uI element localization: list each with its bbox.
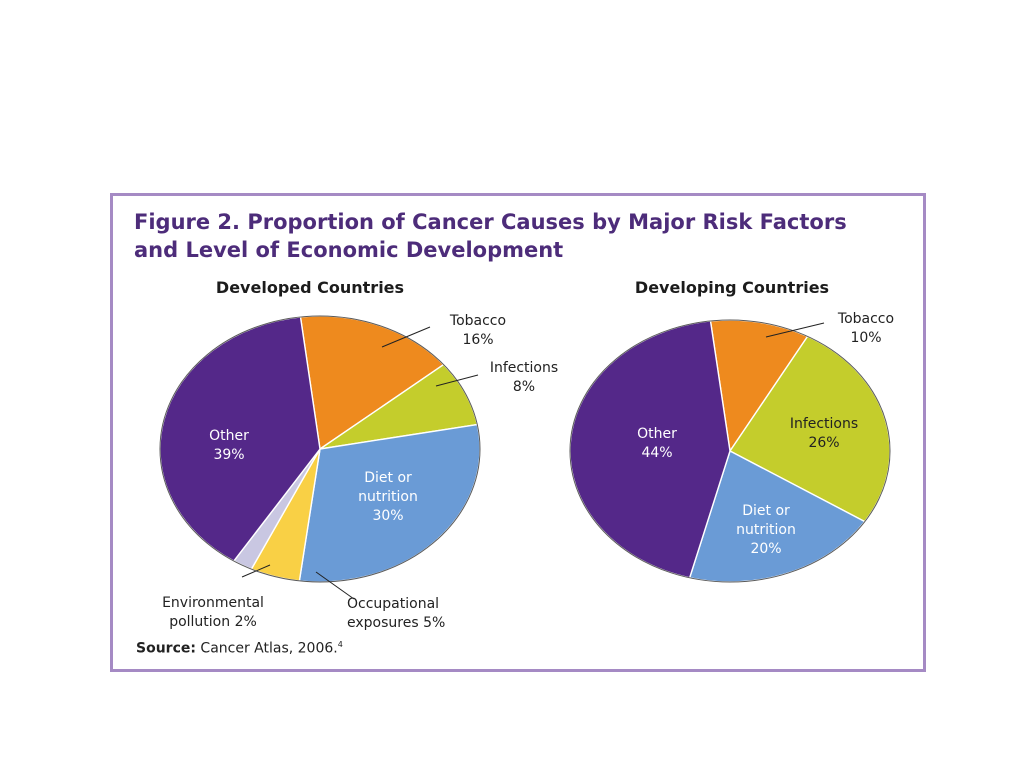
developed-pie-outline [159, 315, 481, 583]
developed-leader-occupational [315, 571, 355, 600]
source-note: Source: Cancer Atlas, 2006.4 [136, 640, 343, 657]
developed-label-infections-line: 8% [513, 379, 535, 395]
developing-label-diet-line: nutrition [736, 522, 796, 538]
developed-label-other-line: Other [209, 428, 249, 444]
developed-leader-environmental [241, 564, 271, 578]
developed-label-tobacco: Tobacco 16% [449, 313, 506, 348]
developed-label-infections: Infections 8% [490, 360, 558, 395]
developed-pie: Developed Countries Tobacco 16% Infections 8… [159, 278, 558, 631]
developing-label-diet: Diet or nutrition 20% [736, 503, 796, 557]
developing-chart-title: Developing Countries [635, 278, 829, 297]
developed-label-occupational-line: Occupational [347, 596, 439, 612]
developing-label-infections: Infections 26% [790, 416, 858, 451]
source-label: Source: [136, 640, 196, 657]
developed-label-occupational-line: exposures 5% [347, 615, 445, 631]
developed-leader-tobacco [381, 326, 431, 348]
source-text: Cancer Atlas, 2006. [195, 640, 338, 657]
developing-label-tobacco-line: Tobacco [837, 311, 894, 327]
developing-label-tobacco-line: 10% [850, 330, 881, 346]
figure-title-line-1: Figure 2. Proportion of Cancer Causes by… [134, 210, 847, 234]
developed-label-tobacco-line: Tobacco [449, 313, 506, 329]
developing-leader-tobacco [765, 322, 825, 338]
developed-label-diet-line: nutrition [358, 489, 418, 505]
developing-pie-outline [569, 319, 891, 583]
developing-label-diet-line: 20% [750, 541, 781, 557]
developed-label-diet: Diet or nutrition 30% [358, 470, 418, 524]
developed-label-other-line: 39% [213, 447, 244, 463]
developed-chart-title: Developed Countries [216, 278, 404, 297]
developed-label-diet-line: 30% [372, 508, 403, 524]
developing-pie: Developing Countries Tobacco 10% Infections… [569, 278, 894, 583]
figure-title: Figure 2. Proportion of Cancer Causes by… [134, 208, 847, 264]
developing-label-infections-line: Infections [790, 416, 858, 432]
developed-label-environmental-line: Environmental [162, 595, 264, 611]
developed-label-environmental-line: pollution 2% [169, 614, 257, 630]
developing-label-other: Other 44% [637, 426, 677, 461]
developing-label-other-line: Other [637, 426, 677, 442]
developed-label-environmental: Environmental pollution 2% [162, 595, 264, 630]
developing-label-other-line: 44% [641, 445, 672, 461]
developing-label-infections-line: 26% [808, 435, 839, 451]
figure-title-line-2: and Level of Economic Development [134, 238, 564, 262]
developed-label-diet-line: Diet or [364, 470, 412, 486]
developed-label-infections-line: Infections [490, 360, 558, 376]
developing-label-diet-line: Diet or [742, 503, 790, 519]
source-footnote: 4 [337, 640, 343, 649]
developed-label-tobacco-line: 16% [462, 332, 493, 348]
developed-leader-infections [435, 374, 479, 387]
developed-label-other: Other 39% [209, 428, 249, 463]
developed-label-occupational: Occupational exposures 5% [347, 596, 445, 631]
developing-label-tobacco: Tobacco 10% [837, 311, 894, 346]
